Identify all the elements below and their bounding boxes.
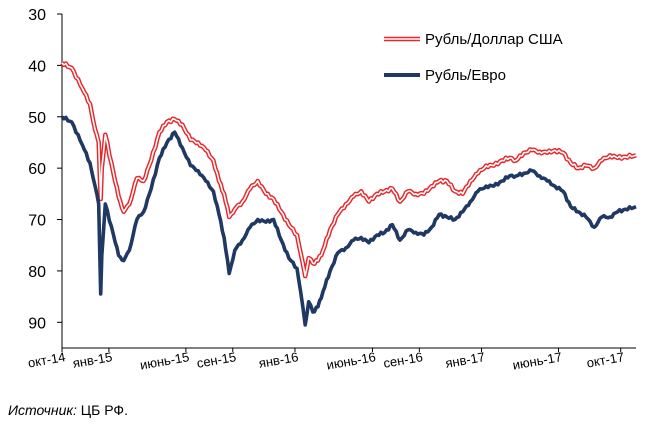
series-lines	[60, 61, 637, 327]
exchange-rate-chart: 30 40 50 60 70 80 90 окт-14 янв-15 июнь-15 сен-15 я…	[27, 7, 637, 373]
x-tick-label: янв-17	[444, 349, 486, 371]
legend-label: Рубль/Доллар США	[425, 31, 563, 48]
y-tick-label: 50	[28, 110, 46, 127]
x-tick-label: сен-16	[382, 349, 424, 371]
eur-series-line	[60, 115, 637, 327]
y-tick-label: 80	[28, 264, 46, 281]
axes: 30 40 50 60 70 80 90 окт-14 янв-15 июнь-15 сен-15 я…	[27, 7, 636, 373]
x-tick-label: янв-16	[258, 349, 300, 371]
source-text: ЦБ РФ.	[76, 402, 128, 418]
y-tick-label: 90	[28, 315, 46, 332]
legend-label: Рубль/Евро	[425, 67, 506, 84]
source-note: Источник: ЦБ РФ.	[8, 402, 128, 418]
x-tick-label: июнь-17	[511, 349, 563, 372]
x-tick-label: янв-15	[71, 349, 113, 371]
x-tick-label: окт-14	[27, 349, 67, 370]
y-tick-label: 30	[28, 7, 46, 24]
x-tick-label: сен-15	[196, 349, 238, 371]
y-tick-label: 40	[28, 58, 46, 75]
source-label: Источник:	[8, 402, 77, 418]
x-tick-label: окт-17	[585, 349, 625, 370]
y-tick-label: 70	[28, 213, 46, 230]
legend: Рубль/Доллар США Рубль/Евро	[384, 31, 563, 84]
usd-series-line-inner	[61, 62, 637, 277]
y-tick-label: 60	[28, 161, 46, 178]
x-tick-label: июнь-16	[325, 349, 377, 372]
x-tick-label: июнь-15	[139, 349, 191, 372]
